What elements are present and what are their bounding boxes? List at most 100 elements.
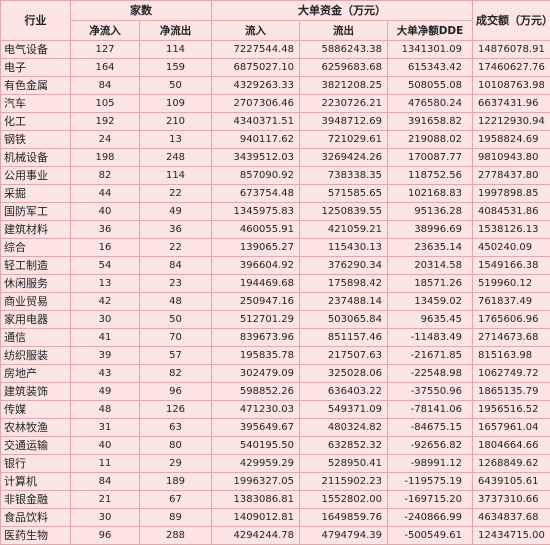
net-outflow-count-cell: 23 — [140, 275, 212, 293]
outflow-cell: 115430.13 — [300, 239, 388, 257]
industry-cell: 建筑材料 — [1, 221, 71, 239]
inflow-cell: 471230.03 — [212, 401, 300, 419]
inflow-cell: 940117.62 — [212, 131, 300, 149]
dde-cell: 13459.02 — [388, 293, 473, 311]
net-inflow-count-cell: 40 — [71, 203, 140, 221]
outflow-cell: 6259683.68 — [300, 59, 388, 77]
outflow-cell: 325028.06 — [300, 365, 388, 383]
net-inflow-count-cell: 192 — [71, 113, 140, 131]
dde-cell: 102168.83 — [388, 185, 473, 203]
turnover-cell: 3737310.66 — [473, 491, 550, 509]
net-outflow-count-cell: 96 — [140, 383, 212, 401]
turnover-cell: 10108763.98 — [473, 77, 550, 95]
net-outflow-count-cell: 114 — [140, 167, 212, 185]
turnover-cell: 1956516.52 — [473, 401, 550, 419]
dde-cell: -92656.82 — [388, 437, 473, 455]
inflow-cell: 1345975.83 — [212, 203, 300, 221]
inflow-cell: 4329263.33 — [212, 77, 300, 95]
net-inflow-count-cell: 96 — [71, 527, 140, 545]
net-outflow-count-cell: 63 — [140, 419, 212, 437]
net-outflow-count-cell: 80 — [140, 437, 212, 455]
turnover-cell: 761837.49 — [473, 293, 550, 311]
inflow-cell: 4294244.78 — [212, 527, 300, 545]
industry-cell: 轻工制造 — [1, 257, 71, 275]
turnover-cell: 2714673.68 — [473, 329, 550, 347]
net-inflow-count-cell: 42 — [71, 293, 140, 311]
turnover-cell: 12434715.00 — [473, 527, 550, 545]
inflow-cell: 139065.27 — [212, 239, 300, 257]
net-inflow-count-cell: 84 — [71, 77, 140, 95]
turnover-cell: 1865135.79 — [473, 383, 550, 401]
inflow-cell: 6875027.10 — [212, 59, 300, 77]
dde-cell: -84675.15 — [388, 419, 473, 437]
net-inflow-count-cell: 36 — [71, 221, 140, 239]
net-outflow-count-cell: 114 — [140, 41, 212, 59]
outflow-cell: 376290.34 — [300, 257, 388, 275]
industry-cell: 机械设备 — [1, 149, 71, 167]
inflow-cell: 598852.26 — [212, 383, 300, 401]
inflow-cell: 673754.48 — [212, 185, 300, 203]
inflow-cell: 1996327.05 — [212, 473, 300, 491]
outflow-cell: 480324.82 — [300, 419, 388, 437]
net-outflow-count-cell: 50 — [140, 311, 212, 329]
industry-cell: 计算机 — [1, 473, 71, 491]
outflow-cell: 721029.61 — [300, 131, 388, 149]
inflow-cell: 195835.78 — [212, 347, 300, 365]
net-inflow-count-cell: 13 — [71, 275, 140, 293]
turnover-cell: 6637431.96 — [473, 95, 550, 113]
net-outflow-count-cell: 84 — [140, 257, 212, 275]
net-outflow-count-cell: 109 — [140, 95, 212, 113]
dde-cell: -78141.06 — [388, 401, 473, 419]
turnover-cell: 17460627.76 — [473, 59, 550, 77]
net-inflow-count-cell: 41 — [71, 329, 140, 347]
turnover-cell: 9810943.80 — [473, 149, 550, 167]
net-inflow-count-cell: 54 — [71, 257, 140, 275]
net-outflow-count-cell: 57 — [140, 347, 212, 365]
inflow-cell: 302479.09 — [212, 365, 300, 383]
net-outflow-count-cell: 48 — [140, 293, 212, 311]
net-inflow-count-cell: 30 — [71, 509, 140, 527]
turnover-cell: 1657961.04 — [473, 419, 550, 437]
inflow-cell: 2707306.46 — [212, 95, 300, 113]
net-outflow-count-cell: 126 — [140, 401, 212, 419]
inflow-cell: 7227544.48 — [212, 41, 300, 59]
net-outflow-count-cell: 22 — [140, 185, 212, 203]
net-inflow-count-cell: 48 — [71, 401, 140, 419]
inflow-cell: 540195.50 — [212, 437, 300, 455]
turnover-cell: 519960.12 — [473, 275, 550, 293]
net-inflow-count-cell: 127 — [71, 41, 140, 59]
outflow-cell: 421059.21 — [300, 221, 388, 239]
industry-cell: 非银金融 — [1, 491, 71, 509]
dde-cell: -98991.12 — [388, 455, 473, 473]
inflow-cell: 857090.92 — [212, 167, 300, 185]
turnover-cell: 450240.09 — [473, 239, 550, 257]
net-outflow-count-cell: 159 — [140, 59, 212, 77]
net-inflow-count-cell: 84 — [71, 473, 140, 491]
dde-cell: 18571.26 — [388, 275, 473, 293]
net-inflow-count-cell: 31 — [71, 419, 140, 437]
industry-cell: 钢铁 — [1, 131, 71, 149]
industry-cell: 商业贸易 — [1, 293, 71, 311]
dde-cell: -22548.98 — [388, 365, 473, 383]
industry-cell: 食品饮料 — [1, 509, 71, 527]
header-inflow: 流入 — [212, 21, 300, 41]
header-outflow: 流出 — [300, 21, 388, 41]
net-outflow-count-cell: 13 — [140, 131, 212, 149]
net-outflow-count-cell: 70 — [140, 329, 212, 347]
net-inflow-count-cell: 16 — [71, 239, 140, 257]
turnover-cell: 1997898.85 — [473, 185, 550, 203]
industry-cell: 化工 — [1, 113, 71, 131]
inflow-cell: 4340371.51 — [212, 113, 300, 131]
